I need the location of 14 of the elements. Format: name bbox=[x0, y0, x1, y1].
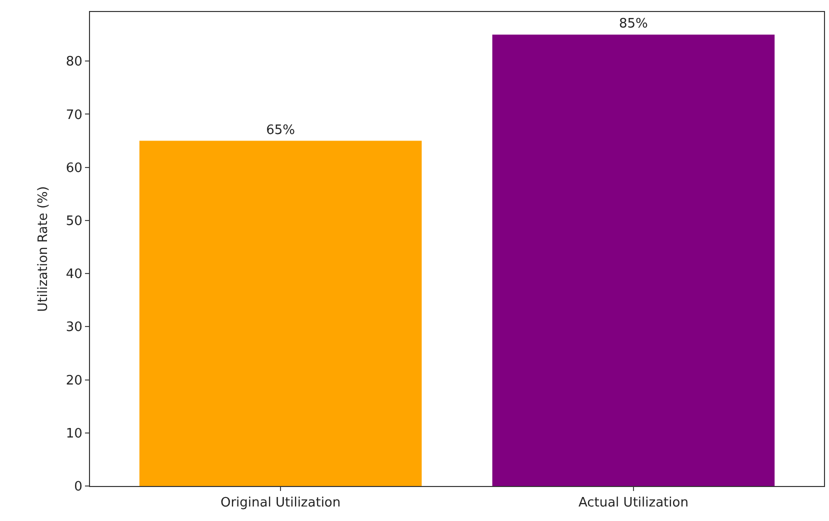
y-tick-label: 20 bbox=[66, 373, 82, 388]
data-label: 85% bbox=[618, 16, 648, 32]
y-tick-label: 10 bbox=[66, 426, 82, 442]
y-tick-label: 0 bbox=[74, 480, 82, 495]
y-tick-label: 50 bbox=[66, 214, 82, 229]
y-axis-title: Utilization Rate (%) bbox=[36, 186, 51, 312]
y-tick-label: 40 bbox=[66, 267, 82, 282]
data-label: 65% bbox=[266, 122, 296, 138]
y-tick-label: 80 bbox=[66, 54, 82, 70]
y-tick-label: 70 bbox=[66, 108, 82, 123]
y-tick-label: 60 bbox=[66, 160, 82, 176]
y-tick-label: 30 bbox=[66, 320, 82, 336]
x-tick-label: Original Utilization bbox=[220, 496, 341, 511]
x-tick-label: Actual Utilization bbox=[578, 496, 688, 511]
